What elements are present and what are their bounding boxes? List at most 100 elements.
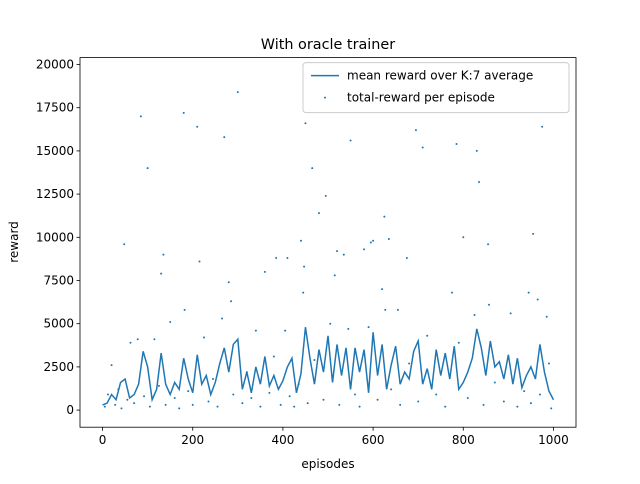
scatter-point [367, 326, 370, 329]
scatter-point [387, 238, 390, 241]
scatter-point [157, 384, 160, 387]
scatter-point [475, 149, 478, 152]
scatter-point [487, 303, 490, 306]
scatter-point [162, 253, 165, 256]
scatter-point [336, 250, 339, 253]
scatter-point [303, 265, 306, 268]
scatter-point [369, 241, 372, 244]
scatter-point [384, 308, 387, 311]
scatter-point [263, 270, 266, 273]
y-tick-label: 10000 [36, 230, 74, 244]
scatter-point [414, 129, 417, 132]
scatter-point [284, 329, 287, 332]
scatter-point [129, 341, 132, 344]
scatter-point [160, 272, 163, 275]
y-tick-label: 7500 [43, 274, 74, 288]
scatter-point [482, 403, 485, 406]
scatter-point [299, 239, 302, 242]
scatter-point [133, 402, 136, 405]
scatter-point [293, 405, 296, 408]
scatter-point [550, 407, 553, 410]
x-axis-label: episodes [301, 457, 354, 471]
scatter-point [324, 194, 327, 197]
scatter-point [207, 400, 210, 403]
scatter-point [405, 257, 408, 260]
y-tick-label: 20000 [36, 58, 74, 72]
scatter-point [123, 243, 126, 246]
scatter-point [451, 291, 453, 294]
plot-frame [79, 57, 577, 428]
scatter-point [322, 398, 325, 401]
y-tick-label: 0 [66, 403, 74, 417]
chart-title: With oracle trainer [261, 37, 395, 53]
scatter-point [349, 139, 352, 142]
scatter-point [164, 403, 167, 406]
scatter-point [279, 403, 282, 406]
scatter-point [212, 377, 215, 380]
scatter-point [288, 395, 291, 398]
x-tick-label: 1000 [538, 433, 569, 447]
scatter-point [143, 395, 146, 398]
scatter-point [216, 405, 219, 408]
scatter-point [178, 407, 181, 410]
scatter-point [473, 314, 476, 317]
scatter-point [516, 405, 519, 408]
scatter-point [183, 308, 186, 311]
scatter-point [358, 405, 361, 408]
scatter-point [311, 167, 314, 170]
scatter-point [466, 396, 469, 399]
scatter-point [417, 400, 420, 403]
scatter-point [536, 298, 539, 301]
scatter-point [275, 257, 278, 260]
scatter-point [191, 403, 194, 406]
y-tick-label: 15000 [36, 144, 74, 158]
scatter-point [354, 393, 357, 396]
scatter-point [268, 391, 271, 394]
scatter-point [286, 257, 289, 260]
scatter-point [390, 388, 393, 391]
x-tick-label: 800 [452, 433, 475, 447]
scatter-point [462, 236, 465, 239]
scatter-point [523, 390, 526, 393]
scatter-point [338, 403, 341, 406]
scatter-point [509, 312, 512, 315]
scatter-point [139, 115, 142, 118]
scatter-point [381, 288, 384, 291]
scatter-point [232, 393, 235, 396]
scatter-point [245, 371, 248, 374]
scatter-point [259, 405, 262, 408]
scatter-point [487, 243, 490, 246]
scatter-point [547, 362, 550, 365]
y-axis-label: reward [7, 221, 21, 263]
legend-marker [324, 96, 326, 99]
x-tick-label: 200 [181, 433, 204, 447]
scatter-point [502, 400, 505, 403]
y-tick-label: 12500 [36, 187, 74, 201]
scatter-point [236, 91, 239, 94]
scatter-point [421, 146, 424, 149]
scatter-point [545, 315, 548, 318]
legend-label: mean reward over K:7 average [347, 69, 533, 83]
y-tick-label: 5000 [43, 317, 74, 331]
scatter-point [203, 336, 205, 339]
y-tick-label: 17500 [36, 101, 74, 115]
scatter-point [541, 125, 544, 128]
scatter-point [532, 232, 535, 235]
x-tick-label: 0 [99, 433, 107, 447]
scatter-point [146, 167, 149, 170]
scatter-point [313, 358, 316, 361]
x-tick-label: 600 [362, 433, 385, 447]
legend: mean reward over K:7 average total-reward… [302, 62, 570, 114]
scatter-point [117, 388, 120, 391]
scatter-point [148, 405, 151, 408]
scatter-point [329, 322, 332, 325]
scatter-point [126, 398, 129, 401]
scatter-point [297, 383, 300, 386]
y-tick-label: 2500 [43, 360, 74, 374]
scatter-point [306, 402, 309, 405]
scatter-point [363, 248, 366, 251]
scatter-point [223, 136, 226, 139]
scatter-point [136, 338, 139, 341]
scatter-point [317, 212, 320, 215]
